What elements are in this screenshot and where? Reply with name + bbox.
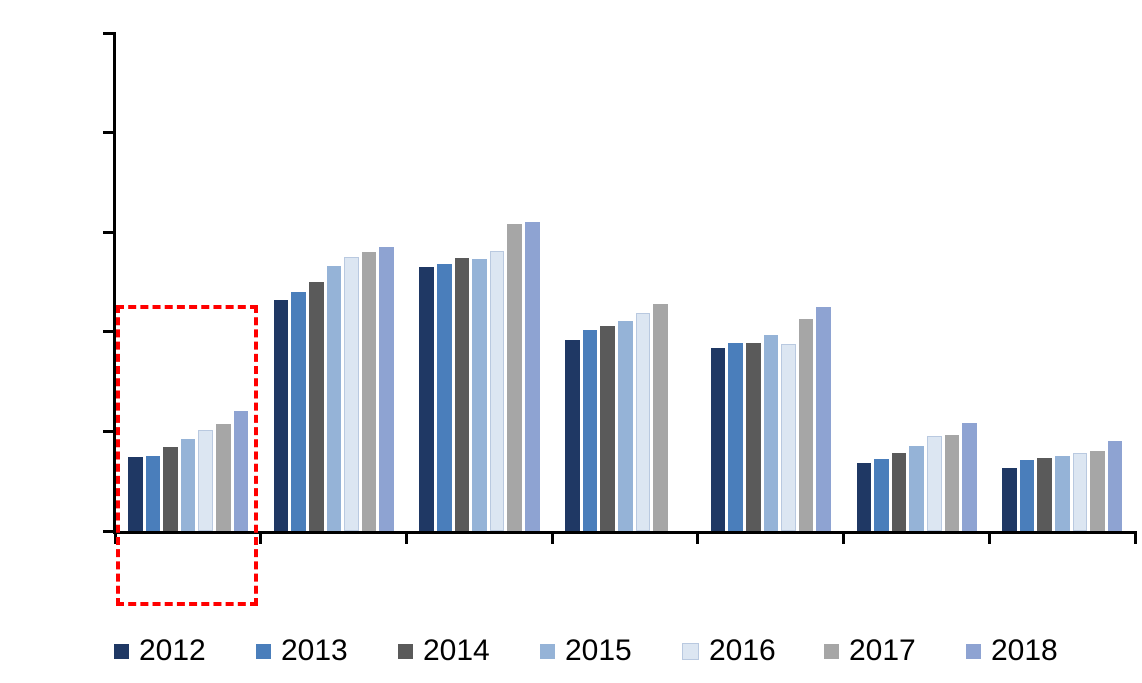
y-tick [103,429,115,433]
bar-canada-2012 [419,267,435,531]
x-tick [259,531,263,544]
x-tick [550,531,554,544]
bar-us-2017 [653,304,668,531]
bar-uk-2015 [326,266,342,531]
bar-uk-2018 [379,246,394,531]
legend-label-2015: 2015 [565,634,632,667]
bar-france-2017 [798,319,814,531]
x-tick [696,531,700,544]
legend-label-2013: 2013 [281,634,348,667]
x-axis-line [113,530,1137,534]
x-tick [842,531,846,544]
bar-japan-2015 [180,438,196,531]
legend-swatch-2016 [682,642,699,660]
legend-item-2013: 2013 [256,636,348,666]
bar-germany-2012 [1002,467,1017,531]
bar-japan-2016 [198,429,213,531]
bar-us-2013 [582,330,598,531]
legend-item-2015: 2015 [540,636,632,666]
x-tick [1133,531,1137,544]
bar-canada-2016 [489,250,505,531]
y-tick [103,31,115,35]
legend-label-2014: 2014 [423,634,490,667]
bar-france-2016 [781,343,796,531]
bar-germany-2014 [1037,457,1053,531]
legend-swatch-2012 [114,643,129,659]
bar-japan-2014 [163,446,178,531]
bar-canada-2014 [454,257,470,531]
bar-germany-2017 [1090,450,1105,531]
bar-canada-2018 [525,222,540,531]
legend-label-2012: 2012 [139,634,206,667]
bar-italy-2016 [926,435,942,531]
bar-us-2016 [635,313,651,531]
bar-canada-2017 [507,223,523,531]
bar-japan-2012 [128,456,143,531]
legend-item-2017: 2017 [824,636,916,666]
y-tick [103,330,115,334]
x-tick [113,531,117,544]
bar-germany-2015 [1055,455,1070,531]
bar-italy-2017 [944,434,960,531]
bar-uk-2017 [361,252,377,531]
legend-label-2017: 2017 [849,634,916,667]
legend-swatch-2014 [398,643,413,659]
x-tick [987,531,991,544]
y-tick [103,529,115,533]
y-axis-line [113,31,116,533]
bar-japan-2017 [216,424,231,531]
bar-italy-2012 [856,463,872,531]
legend-item-2014: 2014 [398,636,490,666]
bar-france-2012 [710,348,726,531]
bar-italy-2014 [891,453,907,531]
bar-uk-2012 [273,299,289,531]
bar-france-2014 [746,342,761,531]
legend-swatch-2017 [824,643,839,659]
bar-us-2014 [600,325,615,531]
bar-us-2015 [617,320,633,531]
legend-item-2012: 2012 [114,636,206,666]
legend-label-2016: 2016 [709,634,776,667]
bar-japan-2013 [145,455,161,531]
bar-uk-2016 [344,257,359,531]
bar-france-2013 [728,342,744,531]
bar-germany-2016 [1072,453,1088,531]
bar-germany-2018 [1107,440,1123,531]
bar-canada-2013 [437,264,452,531]
bar-germany-2013 [1019,460,1035,531]
legend-swatch-2013 [256,643,271,659]
bar-italy-2013 [874,459,889,531]
bar-uk-2013 [291,292,306,531]
bar-italy-2018 [962,423,977,531]
legend-swatch-2018 [966,643,981,659]
bar-japan-2018 [233,410,249,531]
bar-italy-2015 [909,445,924,531]
bar-canada-2015 [472,258,487,531]
bar-uk-2014 [308,282,324,531]
y-tick [103,230,115,234]
bar-france-2015 [763,334,779,531]
bar-france-2018 [816,306,832,531]
bar-us-2012 [565,340,580,531]
y-tick [103,131,115,135]
x-tick [404,531,408,544]
legend-swatch-2015 [540,643,555,659]
legend-item-2018: 2018 [966,636,1058,666]
legend-item-2016: 2016 [682,636,776,666]
legend-label-2018: 2018 [991,634,1058,667]
